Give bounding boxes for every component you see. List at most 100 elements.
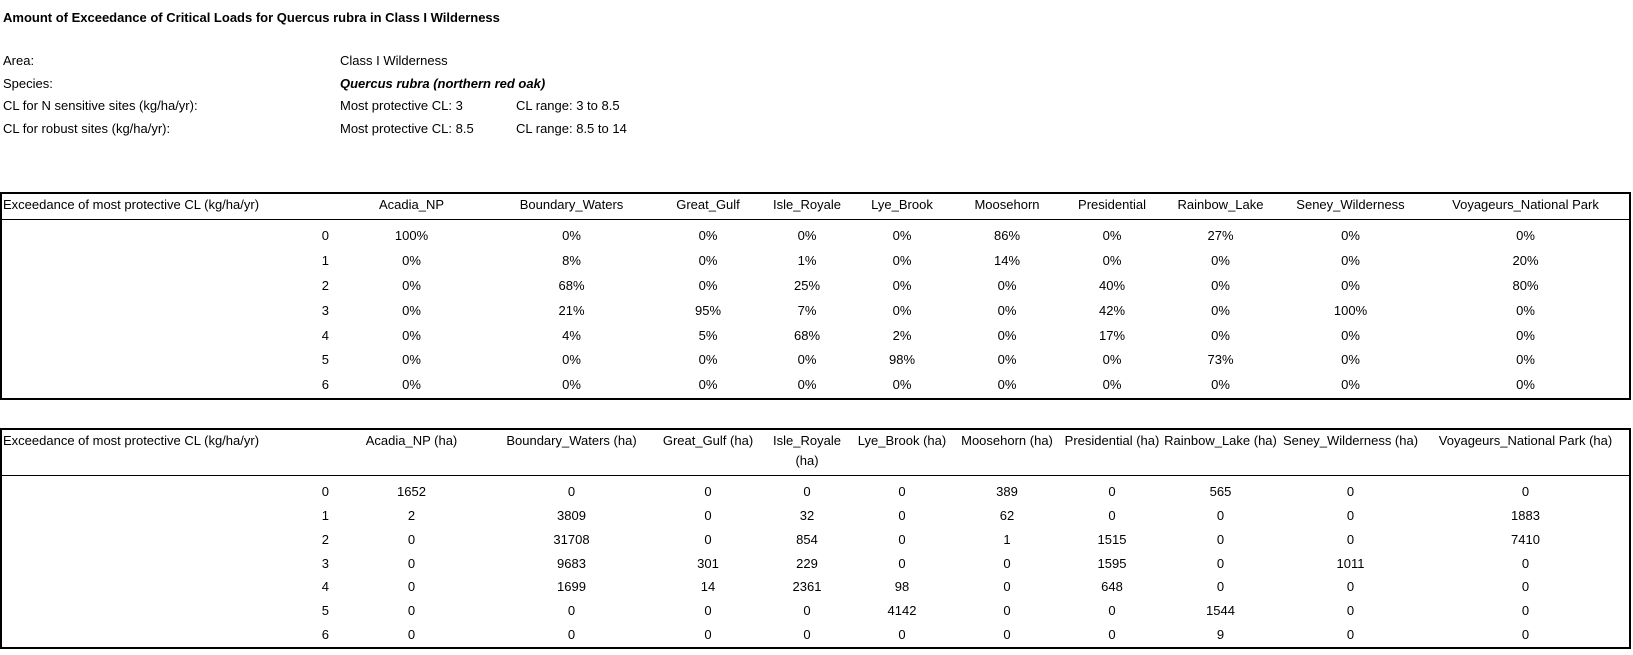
page-title: Amount of Exceedance of Critical Loads f… <box>3 10 500 25</box>
table-cell: 1011 <box>1336 555 1365 571</box>
table-cell: 0 <box>704 531 712 547</box>
table-cell: 0% <box>1341 352 1360 368</box>
table-cell: 0% <box>997 327 1017 343</box>
table-cell: 0 <box>1521 484 1530 499</box>
column-header: Great_Gulf <box>654 193 762 220</box>
table-cell: 1544 <box>1206 603 1235 619</box>
table-cell: 0% <box>997 352 1017 368</box>
exceedance-value-cell: 5 <box>321 352 329 368</box>
table-cell: 0% <box>797 228 817 243</box>
table-row: 1 2 3809 0 32 0 62 0 0 0 1883 <box>1 504 1630 528</box>
table-cell: 0% <box>892 228 912 243</box>
exceedance-percent-table: Exceedance of most protective CL (kg/ha/… <box>0 192 1631 400</box>
column-header: Isle_Royale <box>762 193 852 220</box>
exceedance-value-cell: 2 <box>321 277 329 293</box>
table-cell: 0 <box>803 484 811 499</box>
table-cell: 0 <box>1216 507 1225 523</box>
table-row: 3 0% 21% 95% 7% 0% 0% 42% 0% 100% 0% <box>1 299 1630 324</box>
table-cell: 0 <box>567 627 576 643</box>
table-row: 0 1652 0 0 0 0 389 0 565 0 0 <box>1 476 1630 504</box>
exceedance-value-cell: 3 <box>321 555 329 571</box>
column-header: Lye_Brook <box>852 193 952 220</box>
column-header: Seney_Wilderness (ha) <box>1279 429 1422 476</box>
table-cell: 14% <box>993 253 1021 269</box>
table-cell: 0 <box>1108 507 1116 523</box>
table-cell: 0 <box>1108 484 1116 499</box>
species-value: Quercus rubra (northern red oak) <box>340 75 546 91</box>
table-cell: 0% <box>797 352 817 368</box>
table-cell: 0% <box>1102 228 1122 243</box>
column-header: Great_Gulf (ha) <box>654 429 762 476</box>
table-cell: 0% <box>1516 327 1535 343</box>
table-cell: 0% <box>997 302 1017 318</box>
table-row: 2 0% 68% 0% 25% 0% 0% 40% 0% 0% 80% <box>1 274 1630 299</box>
table-cell: 100% <box>1333 302 1368 318</box>
column-header: Boundary_Waters <box>489 193 654 220</box>
exceedance-value-cell: 3 <box>321 302 329 318</box>
column-header: Acadia_NP <box>334 193 489 220</box>
column-header: Boundary_Waters (ha) <box>489 429 654 476</box>
table-row: 0 100% 0% 0% 0% 0% 86% 0% 27% 0% 0% <box>1 220 1630 250</box>
table-cell: 25% <box>793 277 821 293</box>
table-cell: 0 <box>567 484 576 499</box>
table-cell: 0% <box>698 352 718 368</box>
column-header: Moosehorn (ha) <box>952 429 1062 476</box>
table-cell: 9683 <box>557 555 586 571</box>
table-cell: 0% <box>892 253 912 269</box>
table-cell: 0 <box>1003 579 1011 595</box>
area-label: Area: <box>3 53 35 68</box>
table-row: 1 0% 8% 0% 1% 0% 14% 0% 0% 0% 20% <box>1 249 1630 274</box>
table-cell: 0 <box>803 603 811 619</box>
column-header: Presidential <box>1062 193 1162 220</box>
table-cell: 62 <box>999 507 1015 523</box>
exceedance-area-table: Exceedance of most protective CL (kg/ha/… <box>0 428 1631 649</box>
table-cell: 0 <box>1108 603 1116 619</box>
exceedance-value-cell: 4 <box>321 327 329 343</box>
table-cell: 86% <box>993 228 1021 243</box>
table-cell: 0% <box>1102 377 1122 393</box>
table-row: 6 0 0 0 0 0 0 0 9 0 0 <box>1 623 1630 648</box>
table-cell: 5% <box>698 327 718 343</box>
species-label: Species: <box>3 75 53 91</box>
column-header: Voyageurs_National Park (ha) <box>1422 429 1630 476</box>
robust-label: CL for robust sites (kg/ha/yr): <box>3 120 171 136</box>
table-cell: 1% <box>797 253 817 269</box>
sensitive-range-value: CL range: 3 to 8.5 <box>516 98 620 113</box>
table-cell: 0% <box>698 277 718 293</box>
table-cell: 2361 <box>792 579 822 595</box>
table-cell: 0% <box>1211 377 1230 393</box>
table-cell: 0 <box>1003 627 1011 643</box>
table-cell: 0 <box>704 484 712 499</box>
exceedance-value-cell: 1 <box>321 507 329 523</box>
table-cell: 9 <box>1216 627 1225 643</box>
table-cell: 0 <box>1108 627 1116 643</box>
table-cell: 20% <box>1512 253 1539 269</box>
table-header-row: Exceedance of most protective CL (kg/ha/… <box>1 193 1630 220</box>
table-cell: 0 <box>803 627 811 643</box>
table-cell: 0% <box>1211 302 1230 318</box>
table-cell: 0 <box>407 579 416 595</box>
column-header: Seney_Wilderness <box>1279 193 1422 220</box>
table-cell: 1515 <box>1097 531 1127 547</box>
table-cell: 0% <box>402 352 421 368</box>
table-cell: 0 <box>1521 579 1530 595</box>
table-cell: 0% <box>698 377 718 393</box>
table-row: 4 0% 4% 5% 68% 2% 0% 17% 0% 0% 0% <box>1 324 1630 349</box>
sensitive-label: CL for N sensitive sites (kg/ha/yr): <box>3 98 198 113</box>
column-header-exceedance: Exceedance of most protective CL (kg/ha/… <box>1 429 334 476</box>
column-header: Rainbow_Lake (ha) <box>1162 429 1279 476</box>
table-cell: 0% <box>698 253 718 269</box>
table-cell: 0% <box>1341 228 1360 243</box>
table-cell: 0 <box>1521 555 1530 571</box>
table-cell: 565 <box>1209 484 1232 499</box>
table-cell: 0 <box>1346 603 1355 619</box>
table-cell: 0 <box>1216 579 1225 595</box>
table-cell: 0% <box>797 377 817 393</box>
table-cell: 31708 <box>553 531 590 547</box>
table-cell: 4% <box>562 327 581 343</box>
table-cell: 0 <box>1003 603 1011 619</box>
table-cell: 2% <box>892 327 912 343</box>
table-cell: 0% <box>1341 327 1360 343</box>
exceedance-value-cell: 2 <box>321 531 329 547</box>
table-cell: 0 <box>1346 507 1355 523</box>
